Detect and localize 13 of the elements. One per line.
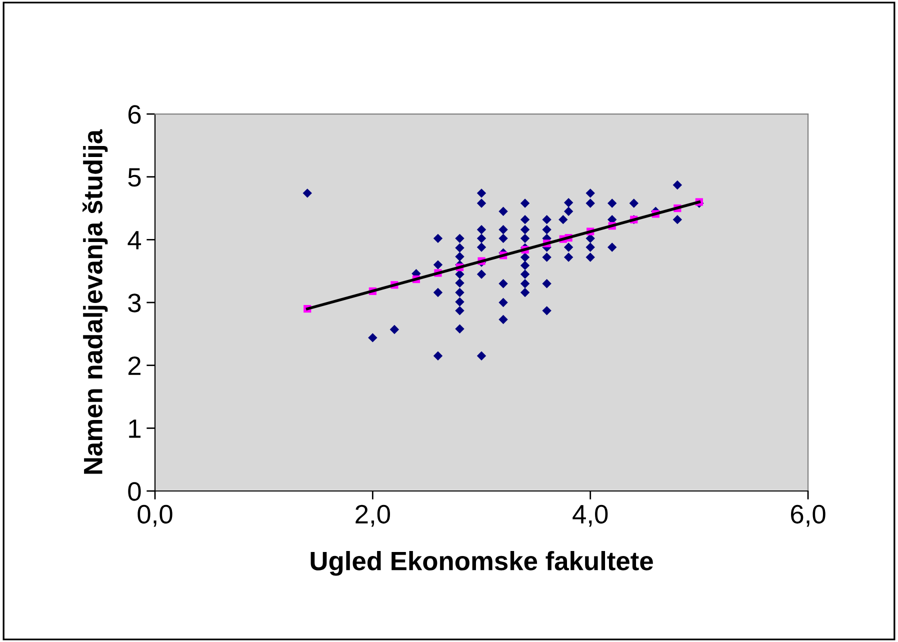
x-tick-label: 4,0 [572,504,608,527]
y-tick-label: 6 [128,105,141,124]
x-axis-title: Ugled Ekonomske fakultete [310,551,653,576]
x-tick-label: 0,0 [138,504,172,527]
y-tick-label: 5 [128,168,141,187]
y-tick-label: 3 [128,294,141,312]
y-tick-label: 1 [129,420,141,438]
y-tick-label: 4 [128,231,142,250]
y-tick-label: 0 [128,482,141,501]
y-axis-title: Namen nadaljevanja študija [82,129,108,474]
x-tick-label: 6,0 [791,504,826,527]
x-tick-label: 2,0 [356,504,390,527]
y-tick-label: 2 [128,356,140,375]
